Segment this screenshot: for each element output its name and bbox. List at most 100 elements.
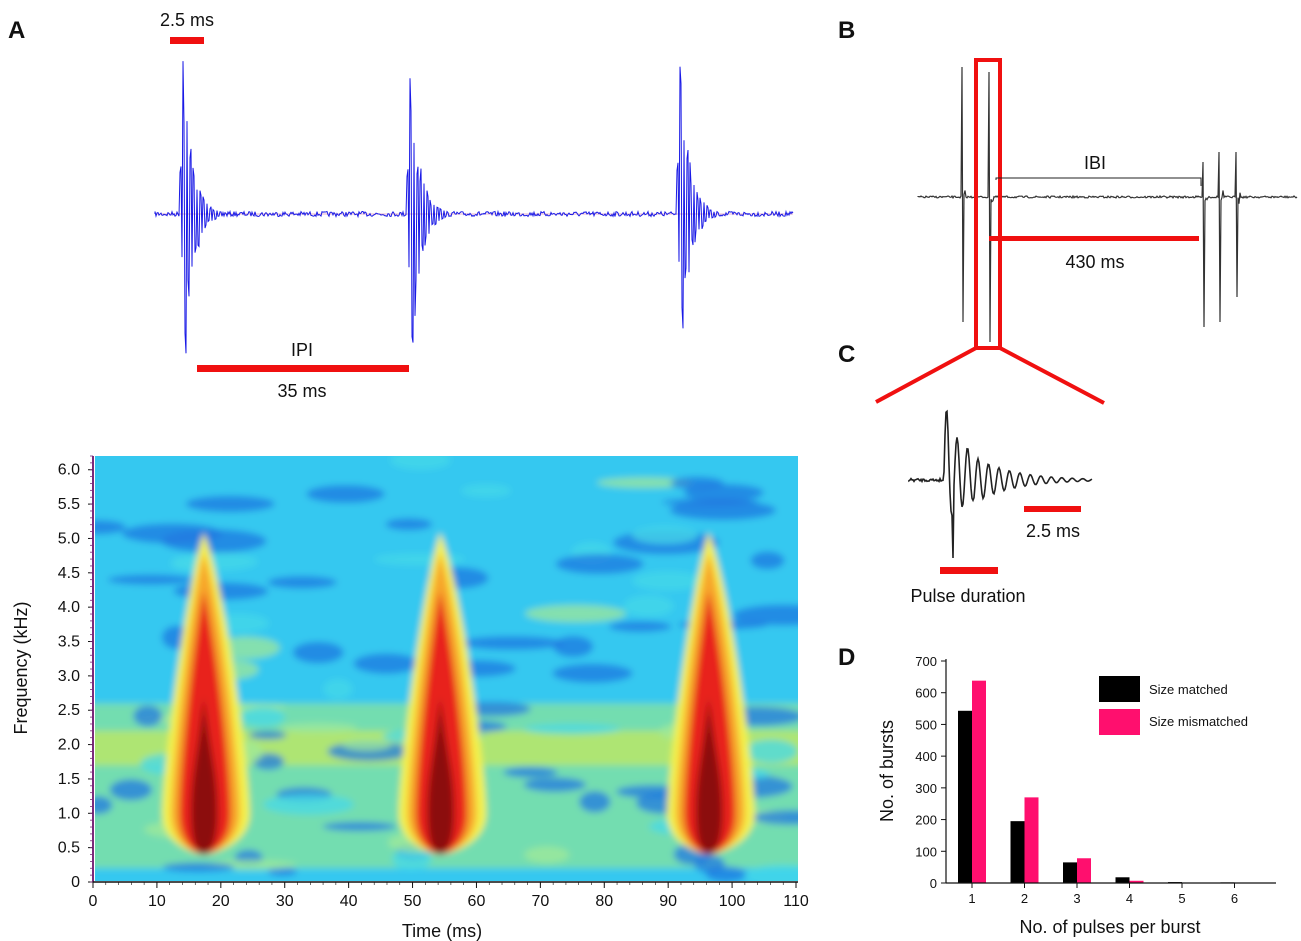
zoom-line-left: [875, 346, 977, 404]
spectrogram-image: [95, 456, 798, 881]
bar-x-tick-label: 4: [1126, 891, 1133, 906]
spectrogram-noise: [392, 848, 432, 871]
x-tick-label: 20: [212, 893, 230, 910]
spectrogram-noise: [608, 621, 672, 632]
legend-label-mismatched: Size mismatched: [1149, 714, 1248, 729]
spectrogram-noise: [461, 484, 511, 498]
x-tick-label: 50: [404, 893, 422, 910]
spectrogram-noise: [109, 779, 153, 801]
spectrogram-noise: [503, 766, 558, 778]
panel-c-pulse: 2.5 ms Pulse duration: [908, 409, 1093, 606]
bar-chart-bars: [958, 680, 1235, 883]
spectrogram-noise: [524, 723, 621, 735]
y-tick-label: 1.0: [58, 805, 80, 822]
spectrogram-noise: [524, 846, 570, 864]
spectrogram-noise: [751, 810, 798, 825]
x-tick-label: 100: [719, 893, 746, 910]
spectrogram-noise: [279, 722, 358, 733]
spectrogram-noise: [322, 821, 397, 832]
spectrogram-noise: [623, 595, 674, 617]
panel-b-trace: IBI 430 ms: [875, 58, 1298, 405]
y-tick-label: 4.5: [58, 565, 80, 582]
bar-x-tick-label: 3: [1073, 891, 1080, 906]
spectrogram-noise: [459, 636, 565, 650]
spectrogram-noise: [171, 552, 258, 571]
x-tick-label: 70: [531, 893, 549, 910]
burst-trace: [917, 66, 1298, 343]
panel-label-c: C: [838, 341, 855, 368]
pulse-duration-label: Pulse duration: [910, 586, 1025, 606]
y-tick-label: 5.5: [58, 496, 80, 513]
pulse-scale-bar: [1024, 506, 1081, 512]
bar-y-tick-label: 400: [915, 749, 937, 764]
spectrogram-noise: [744, 739, 798, 764]
spectrogram-noise: [185, 495, 275, 513]
spectrogram-noise: [693, 855, 725, 873]
x-tick-label: 0: [89, 893, 98, 910]
y-tick-label: 6.0: [58, 462, 80, 479]
bar-mismatched-1: [972, 680, 986, 883]
bar-y-label: No. of bursts: [877, 720, 897, 822]
spectrogram-noise: [670, 476, 724, 490]
spectrogram-noise: [523, 777, 587, 792]
spectrogram-noise: [267, 576, 337, 589]
y-tick-label: 0.5: [58, 840, 80, 857]
spectrogram-noise: [263, 794, 354, 815]
pulse-energy-layer-3: [191, 696, 218, 855]
zoom-box: [974, 58, 1002, 350]
y-tick-label: 5.0: [58, 530, 80, 547]
scale-bar-label: 2.5 ms: [160, 10, 214, 30]
spectrogram-noise: [353, 653, 420, 674]
x-tick-label: 80: [595, 893, 613, 910]
x-tick-label: 110: [783, 893, 809, 910]
legend-swatch-mismatched: [1099, 709, 1140, 735]
spectrogram-noise: [95, 796, 113, 814]
ipi-label: IPI: [291, 340, 313, 360]
y-tick-label: 4.0: [58, 599, 80, 616]
pulse-scale-label: 2.5 ms: [1026, 521, 1080, 541]
spectrogram-noise: [342, 738, 392, 751]
y-tick-label: 3.5: [58, 634, 80, 651]
spectrogram-noise: [133, 705, 163, 727]
ibi-bracket: [995, 177, 1202, 186]
y-tick-label: 1.5: [58, 771, 80, 788]
legend-swatch-matched: [1099, 676, 1140, 702]
spectrogram-noise: [552, 663, 633, 683]
x-tick-label: 90: [659, 893, 677, 910]
bar-x-tick-label: 6: [1231, 891, 1238, 906]
x-tick-label: 10: [148, 893, 166, 910]
bar-matched-4: [1115, 877, 1130, 883]
ibi-label: IBI: [1084, 153, 1106, 173]
ibi-value: 430 ms: [1065, 252, 1124, 272]
bar-mismatched-4: [1129, 880, 1144, 883]
bar-mismatched-3: [1077, 858, 1091, 883]
bar-chart: 0 100 200 300 400 500 600 700 1 2 3 4 5 6 No. of pul…: [877, 654, 1276, 937]
panel-a-waveform: 2.5 ms IPI 35 ms: [154, 10, 794, 401]
y-tick-label: 0: [71, 874, 80, 891]
bar-y-ticks: 0 100 200 300 400 500 600 700: [915, 654, 946, 891]
spectrogram-noise: [579, 791, 611, 813]
legend-label-matched: Size matched: [1149, 682, 1228, 697]
spectrogram-noise: [596, 477, 693, 489]
bar-x-tick-label: 5: [1178, 891, 1185, 906]
bar-y-tick-label: 0: [930, 876, 937, 891]
spectrogram-noise: [241, 707, 285, 727]
spectrogram-noise: [632, 571, 704, 591]
spectrogram-noise: [249, 730, 287, 740]
spectrogram-noise: [323, 679, 353, 700]
spectrogram-noise: [555, 554, 644, 574]
spectrogram-x-ticks: 0 10 20 30 40 50 60 70 80 90 100 110: [89, 882, 809, 910]
spectrogram-noise: [385, 518, 433, 531]
y-tick-label: 2.0: [58, 737, 80, 754]
spectrogram-y-ticks: 0 0.5 1.0 1.5 2.0 2.5 3.0 3.5 4.0 4.5 5.0 5.5 6.0: [58, 455, 93, 891]
pulse-duration-bar: [940, 567, 998, 574]
bar-y-tick-label: 500: [915, 717, 937, 732]
bar-y-tick-label: 700: [915, 654, 937, 669]
bar-x-ticks: 1 2 3 4 5 6: [968, 883, 1238, 906]
bar-y-tick-label: 200: [915, 813, 937, 828]
bar-y-tick-label: 600: [915, 686, 937, 701]
spectrogram-noise: [390, 456, 451, 470]
bar-matched-3: [1063, 862, 1077, 883]
spectrogram: 0 0.5 1.0 1.5 2.0 2.5 3.0 3.5 4.0 4.5 5.0 5.5 6.0 0 1…: [11, 455, 809, 941]
